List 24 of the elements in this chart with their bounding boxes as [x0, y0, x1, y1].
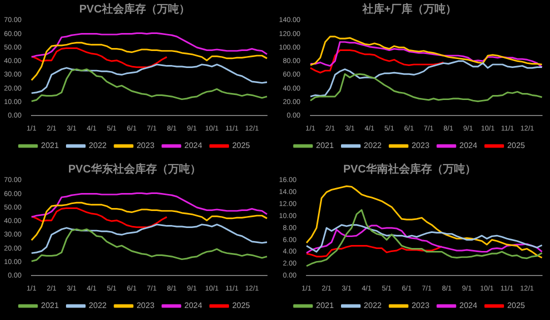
legend-label: 2025 — [507, 301, 526, 310]
legend-label: 2025 — [232, 141, 251, 150]
legend-label: 2023 — [136, 301, 155, 310]
legend-label: 2022 — [364, 141, 382, 150]
legend-label: 2021 — [316, 301, 334, 310]
legend-label: 2025 — [507, 141, 526, 150]
legend-label: 2022 — [364, 301, 382, 310]
legend-label: 2024 — [459, 301, 478, 310]
legend-label: 2024 — [459, 141, 478, 150]
chart-title: 社库+厂库（万吨） — [361, 2, 457, 16]
chart-title: PVC华东社会库存（万吨） — [68, 162, 201, 176]
legend-label: 2025 — [232, 301, 251, 310]
legend-label: 2021 — [41, 301, 60, 310]
legend-label: 2024 — [184, 301, 203, 310]
legend-label: 2022 — [88, 301, 108, 310]
legend-label: 2023 — [412, 301, 430, 310]
legend-label: 2024 — [184, 141, 203, 150]
chart-title: PVC社会库存（万吨） — [79, 2, 190, 16]
legend-label: 2023 — [136, 141, 155, 150]
legend-label: 2021 — [316, 141, 334, 150]
legend-label: 2023 — [412, 141, 430, 150]
legend-label: 2021 — [41, 141, 60, 150]
legend-label: 2022 — [88, 141, 108, 150]
chart-title: PVC华南社会库存（万吨） — [343, 162, 476, 176]
